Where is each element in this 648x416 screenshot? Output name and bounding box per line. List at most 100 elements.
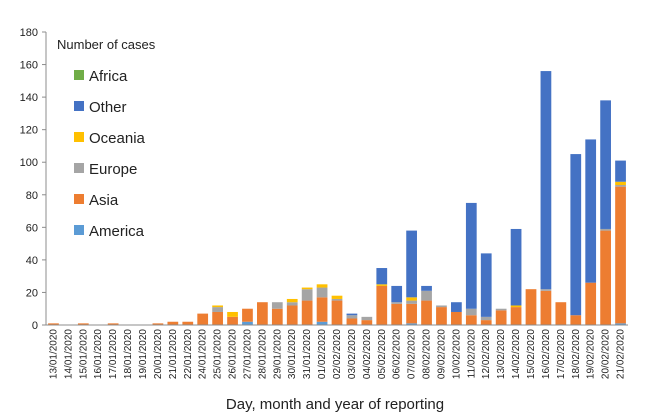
x-tick-label: 03/02/2020 — [347, 329, 358, 379]
bar-america — [316, 321, 328, 325]
x-tick-label: 26/01/2020 — [228, 329, 239, 379]
x-tick-label: 29/01/2020 — [272, 329, 283, 379]
x-tick-label: 24/01/2020 — [198, 329, 209, 379]
x-tick-label: 28/01/2020 — [257, 329, 268, 379]
x-tick-label: 08/02/2020 — [422, 329, 433, 379]
bar-asia — [361, 320, 373, 325]
bar-asia — [376, 285, 388, 325]
bar-asia — [346, 318, 358, 325]
bar-asia — [406, 303, 417, 324]
bar-asia — [48, 323, 59, 325]
bar-europe — [495, 308, 507, 311]
bar-europe — [361, 316, 373, 321]
legend-title: Number of cases — [57, 37, 156, 52]
bar-asia — [570, 315, 582, 325]
bar-asia — [436, 307, 447, 325]
x-tick-label: 09/02/2020 — [436, 329, 447, 379]
bar-other — [585, 139, 597, 283]
y-tick-label: 180 — [20, 27, 38, 39]
bar-europe — [331, 298, 343, 301]
bar-oceania — [406, 297, 417, 301]
bar-asia — [271, 308, 283, 325]
bar-europe — [615, 185, 626, 187]
bar-asia — [585, 282, 597, 325]
y-axis: 0 20 40 60 80 100 120 140 160 180 — [20, 27, 47, 332]
legend-label-america: America — [89, 223, 145, 240]
x-tick-label: 17/01/2020 — [108, 329, 119, 379]
bar-other — [406, 230, 417, 298]
y-tick-label: 160 — [20, 60, 38, 72]
bar-europe — [480, 316, 492, 321]
bar-other — [600, 100, 611, 229]
bar-oceania — [376, 284, 388, 286]
bar-oceania — [227, 311, 238, 317]
bar-europe — [406, 300, 417, 304]
x-tick-label: 14/01/2020 — [63, 329, 74, 379]
bar-europe — [346, 315, 358, 319]
bar-europe — [316, 287, 328, 298]
bars — [48, 71, 626, 325]
legend-label-oceania: Oceania — [89, 130, 146, 147]
x-tick-label: 21/01/2020 — [168, 329, 179, 379]
bar-asia — [227, 316, 238, 325]
x-tick-label: 11/02/2020 — [466, 329, 477, 379]
bar-asia — [615, 186, 626, 324]
x-tick-label: 10/02/2020 — [451, 329, 462, 379]
bar-asia — [331, 300, 343, 325]
x-tick-label: 18/01/2020 — [123, 329, 134, 379]
y-tick-label: 0 — [32, 320, 38, 332]
legend-swatch-america — [74, 225, 84, 235]
bar-europe — [212, 307, 223, 312]
bar-asia — [167, 321, 179, 325]
bar-other — [376, 268, 388, 285]
bar-oceania — [316, 284, 328, 288]
bar-asia — [555, 302, 567, 325]
x-tick-label: 19/01/2020 — [138, 329, 149, 379]
bar-asia — [242, 308, 253, 322]
x-tick-label: 22/01/2020 — [183, 329, 194, 379]
bar-other — [421, 285, 432, 291]
bar-other — [615, 160, 626, 182]
y-tick-label: 40 — [26, 255, 38, 267]
bar-asia — [510, 307, 522, 325]
bar-other — [451, 302, 462, 312]
bar-asia — [152, 323, 164, 325]
y-tick-label: 20 — [26, 287, 38, 299]
bar-asia — [421, 300, 432, 325]
bar-asia — [77, 323, 89, 325]
bar-europe — [301, 289, 313, 301]
bar-europe — [465, 308, 477, 316]
legend-swatch-asia — [74, 194, 84, 204]
x-tick-label: 31/01/2020 — [302, 329, 313, 379]
x-tick-label: 13/01/2020 — [48, 329, 59, 379]
bar-other — [465, 202, 477, 309]
bar-asia — [495, 310, 507, 325]
bar-asia — [600, 230, 611, 325]
x-tick-label: 21/02/2020 — [616, 329, 627, 379]
bar-asia — [480, 320, 492, 325]
x-tick-label: 13/02/2020 — [496, 329, 507, 379]
x-tick-label: 20/01/2020 — [153, 329, 164, 379]
x-axis: 13/01/2020 14/01/2020 15/01/2020 16/01/2020… — [46, 324, 628, 379]
bar-other — [391, 285, 403, 303]
x-tick-label: 01/02/2020 — [317, 329, 328, 379]
bar-other — [540, 71, 552, 290]
legend-swatch-oceania — [74, 132, 84, 142]
bar-europe — [271, 302, 283, 309]
bar-europe — [436, 305, 447, 308]
x-tick-label: 12/02/2020 — [481, 329, 492, 379]
bar-america — [615, 323, 626, 325]
x-tick-label: 27/01/2020 — [242, 329, 253, 379]
x-tick-label: 25/01/2020 — [213, 329, 224, 379]
bar-oceania — [331, 295, 343, 299]
x-tick-label: 15/01/2020 — [78, 329, 89, 379]
legend: Number of cases Africa Other Oceania Europe… — [57, 37, 156, 240]
bar-oceania — [286, 298, 298, 303]
bar-europe — [600, 228, 611, 231]
y-tick-label: 100 — [20, 157, 38, 169]
x-tick-label: 16/02/2020 — [541, 329, 552, 379]
bar-europe — [391, 302, 403, 304]
bar-europe — [540, 289, 552, 291]
bar-asia — [451, 311, 462, 325]
